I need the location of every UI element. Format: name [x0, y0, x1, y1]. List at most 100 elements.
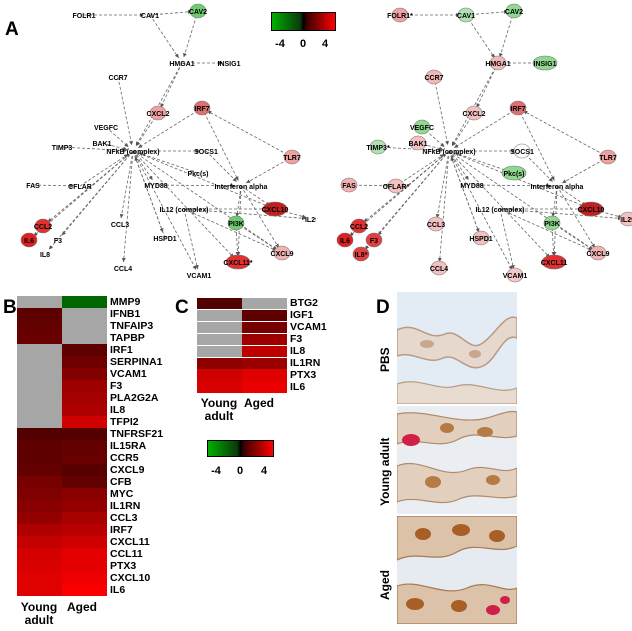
- network-edge: [132, 150, 197, 270]
- network-node-label: CAV2: [189, 9, 207, 16]
- heatmap-row-label: BTG2: [290, 297, 319, 310]
- network-node-label: CXCL2: [463, 111, 486, 118]
- network-node: [465, 105, 483, 121]
- network-node-label: IL29: [305, 217, 316, 224]
- heatmap-cell: [17, 404, 62, 416]
- panel-label-c: C: [175, 297, 189, 318]
- network-edge: [562, 156, 609, 184]
- network-node: [409, 135, 427, 151]
- heatmap-row-label: VCAM1: [290, 321, 327, 334]
- network-node: [340, 177, 358, 193]
- heatmap-row-label: TFPI2: [110, 415, 139, 428]
- network-node: [509, 100, 527, 116]
- network-edge: [435, 150, 450, 219]
- network-node: [352, 246, 370, 262]
- network-edge: [79, 153, 129, 187]
- heatmap-c-young-label: Young adult: [200, 396, 238, 423]
- network-node-label: PI3K: [228, 221, 244, 228]
- heatmap-b-aged-label: Aged: [67, 600, 97, 614]
- legend-max-a: 4: [321, 38, 329, 50]
- network-node-label: CFLAR*: [383, 184, 410, 191]
- network-node-label: CXCL9: [271, 251, 294, 258]
- network-edge: [32, 183, 75, 188]
- heatmap-cell: [17, 524, 62, 536]
- network-node: [532, 55, 558, 71]
- network-node-label: NFkB (complex): [422, 149, 475, 156]
- network-edge: [437, 150, 450, 263]
- panel-label-a: A: [5, 19, 19, 40]
- network-edge: [119, 150, 134, 219]
- heatmap-cell: [17, 584, 62, 596]
- heatmap-cell: [197, 357, 242, 369]
- heatmap-cell: [62, 404, 107, 416]
- micrograph-aged: [397, 516, 517, 624]
- heatmap-cell: [62, 368, 107, 380]
- heatmap-cell: [17, 332, 62, 344]
- network-edge: [48, 150, 134, 250]
- network-node: [413, 119, 431, 135]
- network-edge: [47, 150, 134, 223]
- heatmap-row-label: F3: [110, 379, 123, 392]
- heatmap-cell: [62, 380, 107, 392]
- network-node-label: MYD88: [144, 183, 167, 190]
- heatmap-row-label: IL8: [110, 403, 126, 416]
- heatmap-cell: [242, 381, 287, 393]
- heatmap-cell: [62, 572, 107, 584]
- network-edge: [160, 62, 183, 108]
- heatmap-cell: [17, 488, 62, 500]
- network-node: [283, 149, 301, 165]
- legend-colorbar-a: [271, 12, 336, 31]
- heatmap-cell: [17, 464, 62, 476]
- network-node: [543, 215, 561, 231]
- heatmap-cell: [17, 548, 62, 560]
- network-node-label: IRF7: [510, 106, 525, 113]
- heatmap-row-label: MMP9: [110, 295, 141, 308]
- network-edge: [138, 152, 199, 174]
- network-node: [273, 245, 291, 261]
- heatmap-cell: [242, 333, 287, 346]
- network-node-label: VEGFC: [410, 125, 434, 132]
- heatmap-cell: [17, 536, 62, 548]
- network-edge: [523, 110, 609, 158]
- heatmap-cell: [62, 524, 107, 536]
- heatmap-cell: [17, 572, 62, 584]
- network-node: [365, 232, 383, 248]
- network-edge: [448, 150, 551, 258]
- heatmap-cell: [62, 584, 107, 596]
- network-node-label: CAV1: [457, 13, 475, 20]
- network-node-label: NFkB (complex): [106, 149, 159, 156]
- legend-mid-a: 0: [299, 38, 307, 50]
- heatmap-row-label: IL15RA: [110, 439, 147, 452]
- micrograph-label-pbs: PBS: [378, 347, 392, 372]
- network-edge: [450, 156, 482, 239]
- network-node: [189, 3, 207, 19]
- network-edge: [395, 153, 445, 187]
- network-node: [20, 232, 38, 248]
- heatmap-row-label: PTX3: [290, 368, 317, 381]
- micrograph-pbs: [397, 292, 517, 404]
- network-node-label: FOLR1: [73, 13, 96, 20]
- heatmap-row-label: IL6: [290, 380, 306, 393]
- network-diagram-right: FOLR1* CAV1 CAV2 HMGA1 INSIG1 CCR7 VEGFC CXCL2 I…: [336, 3, 632, 283]
- heatmap-row-label: TNFRSF21: [110, 427, 164, 440]
- network-node-label: CCR7: [424, 75, 443, 82]
- network-node: [225, 254, 251, 270]
- network-node-label: VCAM1: [503, 273, 528, 280]
- heatmap-cell: [242, 345, 287, 357]
- heatmap-cell: [62, 416, 107, 428]
- network-edge: [448, 150, 469, 181]
- heatmap-row-label: CCL3: [110, 511, 138, 524]
- network-node-label: Interferon alpha: [531, 184, 584, 191]
- heatmap-row-label: CXCL9: [110, 463, 145, 476]
- network-edge: [349, 150, 450, 237]
- network-node-label: TIMP3*: [366, 145, 390, 152]
- heatmap-row-label: IRF7: [110, 523, 133, 536]
- network-node-label: CCL2: [34, 224, 52, 231]
- heatmap-cell: [17, 344, 62, 356]
- heatmap-cell: [62, 332, 107, 344]
- network-node: [472, 230, 490, 246]
- heatmap-row-label: CCL11: [110, 547, 143, 560]
- network-node-label: IL12 (complex): [159, 207, 208, 214]
- heatmap-row-label: IGF1: [290, 309, 314, 322]
